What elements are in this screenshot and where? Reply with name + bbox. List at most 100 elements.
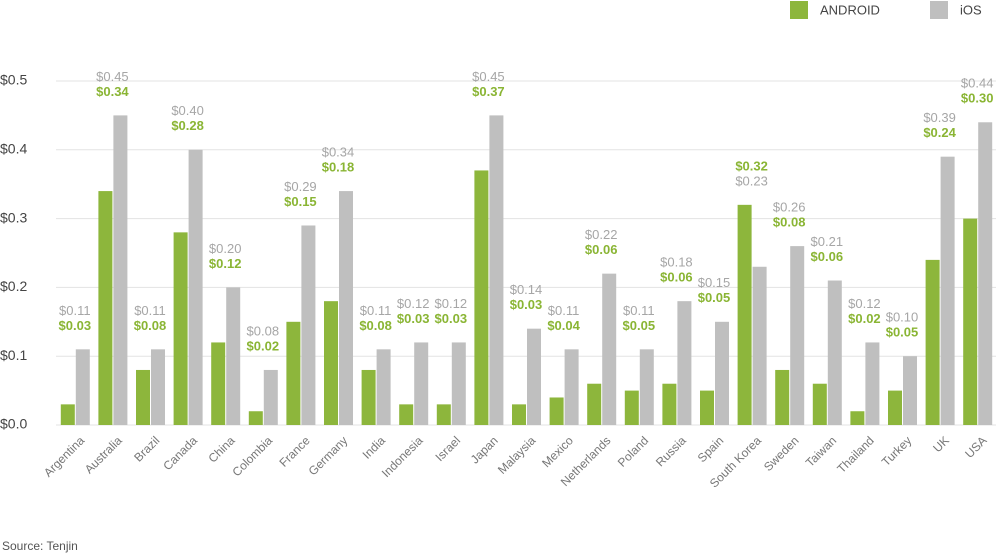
- x-tick-label: Thailand: [834, 433, 876, 475]
- value-label: $0.39: [923, 110, 956, 125]
- value-label: $0.23: [735, 173, 768, 188]
- value-label: $0.18: [322, 160, 355, 175]
- bar: [700, 390, 714, 425]
- bar: [173, 232, 188, 425]
- bar: [587, 383, 602, 425]
- bar: [301, 225, 316, 425]
- bar: [812, 383, 827, 425]
- bar: [75, 349, 90, 425]
- bar: [903, 356, 917, 425]
- value-label: $0.28: [171, 118, 204, 133]
- bar: [414, 342, 429, 425]
- y-tick-label: $0.1: [0, 347, 27, 363]
- y-tick-label: $0.2: [0, 278, 27, 294]
- value-label: $0.21: [811, 234, 844, 249]
- value-label: $0.12: [848, 296, 881, 311]
- bar: [263, 369, 278, 425]
- bar: [286, 321, 301, 425]
- x-tick-label: Poland: [615, 433, 651, 469]
- bar: [211, 342, 226, 425]
- x-tick-label: India: [360, 433, 389, 462]
- value-label: $0.06: [811, 249, 844, 264]
- bar: [827, 280, 842, 425]
- y-tick-label: $0.5: [0, 72, 27, 88]
- y-tick-label: $0.0: [0, 416, 27, 432]
- value-label: $0.40: [171, 103, 204, 118]
- bar: [775, 369, 790, 425]
- legend-label: ANDROID: [820, 2, 880, 17]
- bar: [376, 349, 391, 425]
- bar: [963, 218, 978, 425]
- source: Source: Tenjin: [2, 539, 78, 553]
- legend-swatch: [790, 1, 808, 19]
- bar: [677, 301, 692, 425]
- value-label: $0.30: [961, 91, 994, 106]
- bar: [151, 349, 165, 425]
- value-label: $0.15: [698, 275, 731, 290]
- value-label: $0.24: [923, 125, 956, 140]
- value-label: $0.02: [247, 338, 280, 353]
- bar: [361, 369, 376, 425]
- value-label: $0.10: [886, 310, 919, 325]
- value-label: $0.12: [397, 296, 430, 311]
- value-label: $0.08: [247, 323, 280, 338]
- bar: [512, 404, 526, 425]
- bar: [188, 149, 203, 426]
- bar: [662, 383, 677, 425]
- value-label: $0.03: [510, 297, 543, 312]
- value-label: $0.02: [848, 311, 881, 326]
- value-label: $0.34: [96, 84, 129, 99]
- x-tick-label: Taiwan: [803, 433, 839, 469]
- value-label: $0.08: [773, 215, 806, 230]
- value-label: $0.29: [284, 179, 317, 194]
- x-tick-label: Japan: [468, 433, 501, 466]
- x-tick-label: Germany: [306, 433, 351, 478]
- value-label: $0.05: [698, 290, 731, 305]
- x-tick-label: Spain: [695, 433, 727, 465]
- value-label: $0.03: [397, 311, 430, 326]
- x-tick-label: Malaysia: [495, 433, 539, 477]
- bar: [888, 390, 902, 425]
- y-tick-label: $0.3: [0, 209, 27, 225]
- x-tick-label: Sweden: [761, 433, 802, 474]
- bar: [226, 287, 241, 425]
- x-tick-label: Argentina: [41, 433, 87, 479]
- bar: [527, 328, 541, 425]
- x-tick-label: Indonesia: [379, 433, 426, 480]
- x-tick-label: Mexico: [539, 433, 576, 470]
- y-tick-label: $0.4: [0, 141, 27, 157]
- value-label: $0.11: [59, 303, 91, 318]
- value-label: $0.34: [322, 145, 355, 160]
- x-tick-label: Canada: [160, 433, 200, 473]
- value-label: $0.06: [660, 270, 693, 285]
- value-label: $0.45: [472, 69, 505, 84]
- bar: [339, 191, 353, 425]
- x-tick-label: Australia: [82, 433, 125, 476]
- bar: [113, 115, 128, 426]
- bar: [399, 404, 414, 425]
- x-tick-label: Brazil: [131, 433, 162, 464]
- value-label: $0.37: [472, 84, 505, 99]
- value-label: $0.05: [623, 318, 656, 333]
- bar: [451, 342, 466, 425]
- bar: [549, 397, 564, 425]
- x-tick-label: France: [276, 433, 313, 470]
- bar: [248, 411, 263, 425]
- bar: [865, 342, 880, 425]
- value-label: $0.06: [585, 242, 618, 257]
- bar: [564, 349, 579, 425]
- bar: [60, 404, 75, 425]
- value-label: $0.11: [360, 303, 392, 318]
- bar: [940, 156, 955, 425]
- value-label: $0.11: [134, 303, 166, 318]
- x-tick-label: Colombia: [229, 433, 275, 479]
- x-tick-label: Turkey: [879, 433, 915, 469]
- value-label: $0.32: [735, 158, 768, 173]
- x-tick-label: Israel: [433, 433, 464, 464]
- value-label: $0.03: [59, 318, 92, 333]
- value-label: $0.04: [547, 318, 580, 333]
- value-label: $0.26: [773, 200, 806, 215]
- bar: [489, 115, 504, 426]
- value-label: $0.12: [209, 256, 242, 271]
